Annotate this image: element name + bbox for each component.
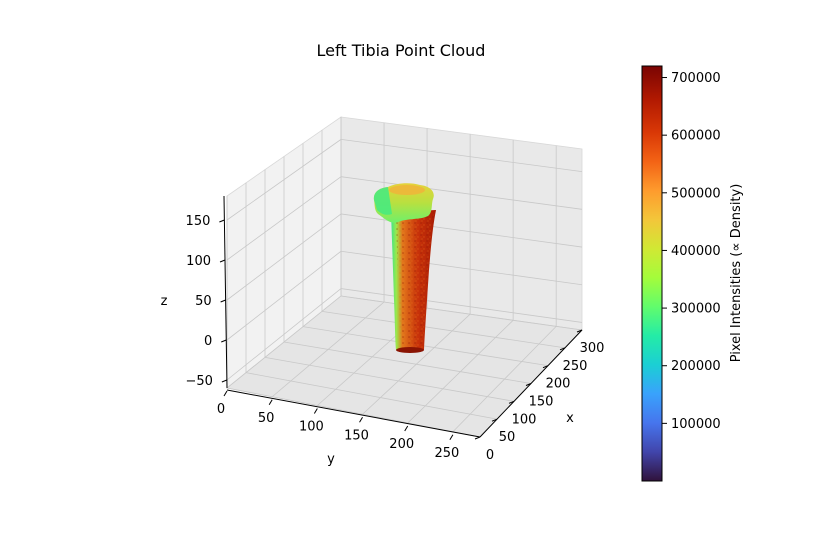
grid-line-x: [283, 341, 532, 384]
z-tick-mark: [221, 339, 227, 343]
z-tick-mark: [221, 379, 228, 383]
tibia-point-cloud: [373, 183, 436, 353]
x-tick-label: 200: [546, 377, 571, 392]
y-tick-label: 50: [258, 411, 275, 426]
y-axis-label: y: [327, 452, 335, 467]
grid-line-z: [226, 250, 342, 341]
x-tick-label: 50: [499, 430, 516, 445]
axis-ticks: 0 50 100 150 200 250 0 50 100 150 200 250 300 −50 0 50 1…: [185, 214, 604, 463]
x-tick-mark: [542, 365, 549, 369]
x-tick-mark: [491, 418, 498, 422]
x-tick-label: 0: [486, 448, 494, 463]
tibia-shaft-speckle: [396, 214, 434, 349]
grid-line-x: [245, 372, 498, 420]
grid-line-z-wall: [340, 288, 583, 323]
grid-line-z: [226, 176, 342, 261]
grid-line-x: [321, 310, 566, 349]
y-tick-label: 250: [434, 446, 459, 461]
grid-line-x: [302, 326, 549, 367]
z-tick-label: 0: [204, 334, 212, 349]
y-tick-mark: [449, 434, 454, 441]
colorbar-tick-label: 400000: [671, 244, 721, 259]
z-axis-line: [223, 195, 228, 389]
colorbar-ticks: 100000 200000 300000 400000 500000 600000 7000…: [662, 71, 721, 432]
y-tick-mark: [223, 390, 228, 397]
z-axis-label: z: [161, 294, 168, 309]
z-tick-label: 150: [186, 214, 211, 229]
grid-line-z-wall: [340, 176, 583, 210]
colorbar-tick-label: 600000: [671, 129, 721, 144]
z-tick-label: 100: [186, 254, 211, 269]
tibia-plateau: [389, 185, 425, 195]
tibia-distal-end: [396, 347, 424, 353]
y-tick-label: 0: [217, 402, 225, 417]
z-tick-mark: [220, 299, 226, 303]
colorbar-tick-label: 100000: [671, 417, 721, 432]
grid-line-z-wall: [340, 213, 583, 248]
y-tick-mark: [268, 399, 273, 406]
chart-title: Left Tibia Point Cloud: [317, 41, 486, 60]
grid-line-z-wall: [340, 250, 583, 286]
x-tick-mark: [474, 436, 481, 440]
grid-line-z: [226, 139, 342, 221]
y-tick-label: 200: [389, 437, 414, 452]
z-tick-label: −50: [185, 374, 212, 389]
x-tick-label: 250: [563, 359, 588, 374]
x-tick-mark: [559, 347, 566, 351]
back-pane-right: [340, 116, 583, 331]
grid-line-z: [226, 213, 342, 301]
x-tick-label: 100: [512, 412, 537, 427]
x-axis-label: x: [566, 411, 574, 426]
x-tick-mark: [508, 400, 515, 404]
grid-line-z: [226, 288, 342, 381]
colorbar: 100000 200000 300000 400000 500000 600000 7000…: [641, 65, 744, 482]
colorbar-tick-label: 200000: [671, 359, 721, 374]
y-tick-label: 150: [344, 428, 369, 443]
x-tick-label: 300: [580, 341, 605, 356]
y-tick-mark: [313, 408, 318, 414]
x-tick-mark: [525, 383, 532, 386]
tibia-head-rim: [373, 187, 392, 215]
colorbar-tick-label: 700000: [671, 71, 721, 86]
colorbar-tick-label: 300000: [671, 302, 721, 317]
colorbar-gradient: [641, 65, 663, 482]
y-tick-label: 100: [299, 420, 324, 435]
grid-line-x: [340, 295, 583, 331]
colorbar-tick-label: 500000: [671, 186, 721, 201]
z-tick-mark: [219, 219, 225, 223]
z-tick-label: 50: [195, 294, 212, 309]
y-axis-line: [226, 389, 481, 438]
y-tick-mark: [359, 416, 363, 423]
x-tick-label: 150: [529, 395, 554, 410]
grid-line-x: [264, 356, 515, 402]
z-tick-mark: [219, 259, 226, 263]
grid-line-z-wall: [340, 138, 583, 173]
colorbar-label: Pixel Intensities (∝ Density): [729, 184, 744, 363]
y-tick-mark: [404, 425, 409, 432]
x-tick-mark: [576, 329, 583, 333]
